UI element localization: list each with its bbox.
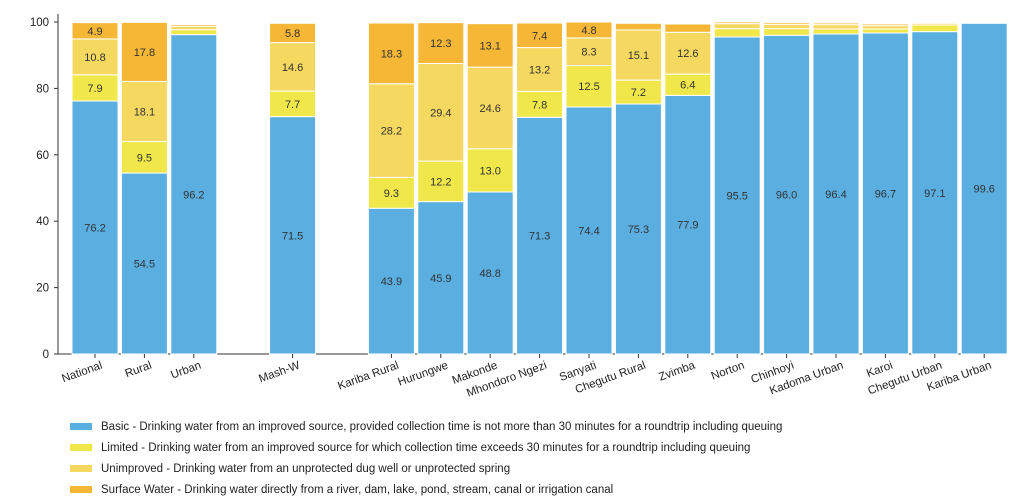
data-label-norton-basic: 95.5 bbox=[726, 190, 747, 202]
y-tick-label-40: 40 bbox=[36, 216, 49, 228]
x-tick-label-rural: Rural bbox=[123, 360, 153, 381]
data-label-chegutu-rural-unimproved: 15.1 bbox=[628, 50, 649, 62]
stacked-bar-chart: 0 20 40 60 80 100 76.2 7.9 10.8 4.9 National 54.5 9.… bbox=[0, 0, 1024, 410]
data-label-hurungwe-basic: 45.9 bbox=[430, 273, 451, 285]
data-label-kariba-rural-unimproved: 28.2 bbox=[381, 126, 402, 138]
legend-label-basic: Basic - Drinking water from an improved … bbox=[101, 421, 782, 433]
legend-item-basic: Basic - Drinking water from an improved … bbox=[70, 416, 782, 437]
data-label-zvimba-basic: 77.9 bbox=[677, 220, 698, 232]
x-tick-label-national: National bbox=[60, 360, 104, 386]
data-label-hurungwe-surface-water: 12.3 bbox=[430, 38, 451, 50]
data-label-chegutu-rural-basic: 75.3 bbox=[628, 224, 649, 236]
x-tick-label-urban: Urban bbox=[169, 360, 203, 382]
legend-label-limited: Limited - Drinking water from an improve… bbox=[101, 442, 750, 454]
data-label-makonde-surface-water: 13.1 bbox=[479, 40, 500, 52]
data-label-mash-w-surface-water: 5.8 bbox=[285, 28, 300, 40]
data-label-mhondoro-ngezi-unimproved: 13.2 bbox=[529, 64, 550, 76]
data-label-rural-limited: 9.5 bbox=[137, 152, 152, 164]
data-label-hurungwe-limited: 12.2 bbox=[430, 176, 451, 188]
data-label-kariba-rural-limited: 9.3 bbox=[384, 188, 399, 200]
bar-kadoma-urban-limited bbox=[813, 29, 859, 34]
data-label-rural-basic: 54.5 bbox=[134, 259, 155, 271]
y-tick-label-0: 0 bbox=[43, 349, 49, 361]
y-tick-label-100: 100 bbox=[30, 17, 49, 29]
bar-norton-unimproved bbox=[714, 24, 760, 29]
data-label-mhondoro-ngezi-limited: 7.8 bbox=[532, 99, 547, 111]
data-label-national-basic: 76.2 bbox=[84, 223, 105, 235]
legend: Basic - Drinking water from an improved … bbox=[70, 416, 782, 500]
data-label-zvimba-unimproved: 12.6 bbox=[677, 48, 698, 60]
data-label-kariba-urban-basic: 99.6 bbox=[973, 184, 994, 196]
data-label-karoi-basic: 96.7 bbox=[875, 188, 896, 200]
bar-zvimba-surface-water bbox=[665, 24, 711, 32]
y-tick-label-80: 80 bbox=[36, 83, 49, 95]
data-label-sanyati-unimproved: 8.3 bbox=[581, 47, 596, 59]
y-tick-label-60: 60 bbox=[36, 150, 49, 162]
data-label-national-limited: 7.9 bbox=[87, 83, 102, 95]
data-label-sanyati-limited: 12.5 bbox=[578, 81, 599, 93]
x-tick-label-hurungwe: Hurungwe bbox=[396, 360, 449, 389]
bar-karoi-limited bbox=[862, 29, 908, 33]
legend-item-unimproved: Unimproved - Drinking water from an unpr… bbox=[70, 458, 782, 479]
data-label-kadoma-urban-basic: 96.4 bbox=[825, 189, 846, 201]
data-label-mash-w-limited: 7.7 bbox=[285, 99, 300, 111]
data-label-urban-basic: 96.2 bbox=[183, 189, 204, 201]
bar-kadoma-urban-unimproved bbox=[813, 25, 859, 29]
legend-swatch-basic bbox=[70, 423, 92, 430]
legend-item-limited: Limited - Drinking water from an improve… bbox=[70, 437, 782, 458]
data-label-rural-surface-water: 17.8 bbox=[134, 47, 155, 59]
legend-item-surface-water: Surface Water - Drinking water directly … bbox=[70, 479, 782, 500]
x-tick-label-kariba-rural: Kariba Rural bbox=[336, 360, 400, 393]
bar-karoi-surface-water bbox=[862, 24, 908, 26]
legend-swatch-limited bbox=[70, 444, 92, 451]
x-tick-label-zvimba: Zvimba bbox=[657, 359, 697, 383]
x-tick-label-norton: Norton bbox=[710, 360, 747, 383]
bar-chegutu-urban-limited bbox=[912, 25, 958, 32]
x-tick-label-mash-w: Mash-W bbox=[257, 359, 301, 385]
data-label-national-surface-water: 4.9 bbox=[87, 26, 102, 38]
legend-label-unimproved: Unimproved - Drinking water from an unpr… bbox=[101, 463, 510, 475]
bar-chinhoyi-limited bbox=[764, 29, 810, 36]
legend-label-surface-water: Surface Water - Drinking water directly … bbox=[101, 484, 613, 496]
data-label-chegutu-urban-basic: 97.1 bbox=[924, 188, 945, 200]
data-label-chegutu-rural-limited: 7.2 bbox=[631, 87, 646, 99]
bar-urban-surface-water bbox=[171, 25, 217, 27]
data-label-mhondoro-ngezi-basic: 71.3 bbox=[529, 231, 550, 243]
data-label-sanyati-basic: 74.4 bbox=[578, 225, 599, 237]
data-label-national-unimproved: 10.8 bbox=[84, 52, 105, 64]
bar-chegutu-urban-unimproved bbox=[912, 23, 958, 25]
data-label-kariba-rural-surface-water: 18.3 bbox=[381, 48, 402, 60]
data-label-zvimba-limited: 6.4 bbox=[680, 80, 695, 92]
data-label-makonde-limited: 13.0 bbox=[479, 165, 500, 177]
bar-norton-limited bbox=[714, 29, 760, 37]
bar-chinhoyi-unimproved bbox=[764, 24, 810, 28]
legend-swatch-surface-water bbox=[70, 486, 92, 493]
data-label-hurungwe-unimproved: 29.4 bbox=[430, 107, 451, 119]
data-label-mhondoro-ngezi-surface-water: 7.4 bbox=[532, 30, 547, 42]
bar-chinhoyi-surface-water bbox=[764, 23, 810, 25]
data-label-chinhoyi-basic: 96.0 bbox=[776, 190, 797, 202]
data-label-rural-unimproved: 18.1 bbox=[134, 106, 155, 118]
data-label-makonde-unimproved: 24.6 bbox=[479, 103, 500, 115]
data-label-mash-w-unimproved: 14.6 bbox=[282, 62, 303, 74]
data-label-kariba-rural-basic: 43.9 bbox=[381, 276, 402, 288]
bar-chegutu-rural-surface-water bbox=[615, 23, 661, 30]
bar-kadoma-urban-surface-water bbox=[813, 23, 859, 25]
data-label-sanyati-surface-water: 4.8 bbox=[581, 25, 596, 37]
bar-norton-surface-water bbox=[714, 22, 760, 24]
bar-urban-limited bbox=[171, 30, 217, 35]
legend-swatch-unimproved bbox=[70, 465, 92, 472]
y-tick-label-20: 20 bbox=[36, 283, 49, 295]
data-label-makonde-basic: 48.8 bbox=[479, 268, 500, 280]
data-label-mash-w-basic: 71.5 bbox=[282, 230, 303, 242]
